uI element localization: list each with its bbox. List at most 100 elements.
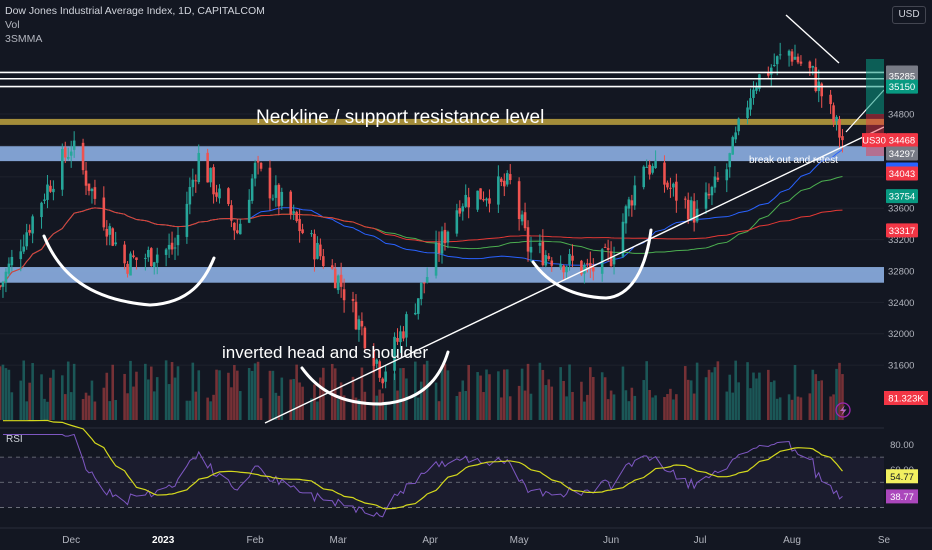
candle-body [1, 281, 5, 287]
volume-bar [393, 373, 396, 420]
volume-bar [46, 401, 49, 420]
volume-bar [61, 375, 64, 420]
candle-body [547, 256, 551, 259]
candle [277, 183, 281, 216]
legend-title[interactable]: Dow Jones Industrial Average Index, 1D, … [5, 5, 265, 17]
candle-body [416, 298, 420, 314]
volume-bar [686, 379, 690, 420]
volume-bar [209, 401, 212, 420]
candle-body [695, 208, 699, 222]
price-label-bg[interactable] [886, 189, 918, 204]
position-tool-profit[interactable] [866, 59, 884, 114]
candle-body [351, 299, 355, 301]
volume-bar [651, 397, 654, 420]
candle-body [215, 192, 218, 197]
candle [606, 239, 610, 262]
volume-bar [10, 392, 14, 420]
candle [627, 196, 631, 217]
volume-bar [322, 367, 325, 420]
candle [624, 204, 628, 234]
legend-volume[interactable]: Vol [5, 19, 20, 31]
candle [523, 202, 527, 231]
support-zone[interactable] [0, 146, 884, 162]
price-label[interactable]: 35150 [889, 82, 915, 93]
volume-bar [43, 398, 46, 420]
candle [559, 255, 562, 270]
candle [111, 227, 115, 247]
candle [503, 173, 506, 197]
candle-body [354, 301, 358, 330]
candle [580, 259, 583, 276]
candle [422, 282, 426, 294]
volume-bar [648, 390, 651, 420]
volume-bar [529, 393, 533, 420]
rsi-value-bg[interactable] [886, 469, 918, 484]
candle [313, 229, 316, 272]
candle-body [707, 193, 711, 196]
price-label[interactable]: 35285 [889, 72, 915, 83]
price-label[interactable]: 34297 [889, 149, 915, 160]
volume-label-bg[interactable] [884, 391, 928, 405]
candle-body [482, 199, 485, 201]
candle-body [227, 188, 230, 205]
candle-body [645, 166, 648, 168]
candle [835, 115, 838, 131]
volume-bar [796, 396, 800, 420]
time-tick-label: Se [878, 535, 891, 546]
candle [28, 224, 31, 236]
volume-bar [547, 379, 551, 420]
price-label-bg[interactable] [886, 166, 918, 181]
symbol-tag-bg[interactable] [862, 133, 886, 148]
rsi-line [2, 433, 843, 518]
candle-body [642, 166, 646, 188]
candle [508, 164, 512, 185]
candle-body [488, 198, 491, 204]
candle-body [746, 107, 749, 119]
candle [93, 179, 97, 205]
volume-bar [603, 377, 607, 420]
price-label[interactable]: 33317 [889, 226, 915, 237]
support-zone[interactable] [0, 267, 884, 283]
candle-body [357, 319, 361, 330]
volume-bar [268, 370, 272, 420]
volume-bar [72, 363, 76, 420]
candle [425, 267, 429, 284]
symbol-tag-label[interactable]: US30 [862, 136, 886, 147]
candle [672, 182, 675, 197]
volume-bar [150, 366, 153, 420]
price-label[interactable]: 34043 [889, 169, 915, 180]
gold-level-line[interactable] [0, 118, 884, 125]
candle [482, 191, 485, 202]
candle [271, 194, 275, 202]
price-tick-label: 31600 [888, 361, 914, 372]
candle [485, 197, 488, 207]
price-label-bg[interactable] [886, 223, 918, 238]
volume-bar [152, 391, 156, 420]
candle [793, 44, 797, 60]
price-label-bg[interactable] [886, 79, 918, 94]
candle-body [339, 274, 343, 287]
volume-bar [835, 368, 838, 420]
price-label[interactable]: 34468 [889, 136, 915, 147]
candle-body [66, 156, 70, 159]
candle [90, 187, 94, 204]
candle [683, 196, 687, 209]
rsi-title[interactable]: RSI [6, 434, 23, 445]
candle [526, 220, 530, 262]
price-label[interactable]: 33754 [889, 192, 915, 203]
candle-body [384, 371, 387, 382]
candle [547, 253, 551, 262]
legend-moving-average[interactable]: 3SMMA [5, 33, 43, 45]
candle [150, 247, 153, 267]
alert-lightning-icon[interactable] [835, 402, 851, 418]
volume-bar [396, 390, 399, 420]
price-label-bg[interactable] [886, 146, 918, 161]
rsi-value-bg[interactable] [886, 489, 918, 504]
price-label-bg[interactable] [886, 133, 918, 148]
volume-label[interactable]: 81.323K [888, 394, 924, 405]
candle [378, 359, 381, 382]
price-label-bg[interactable] [886, 69, 918, 84]
volume-bar [580, 381, 583, 420]
currency-button[interactable]: USD [892, 6, 926, 24]
